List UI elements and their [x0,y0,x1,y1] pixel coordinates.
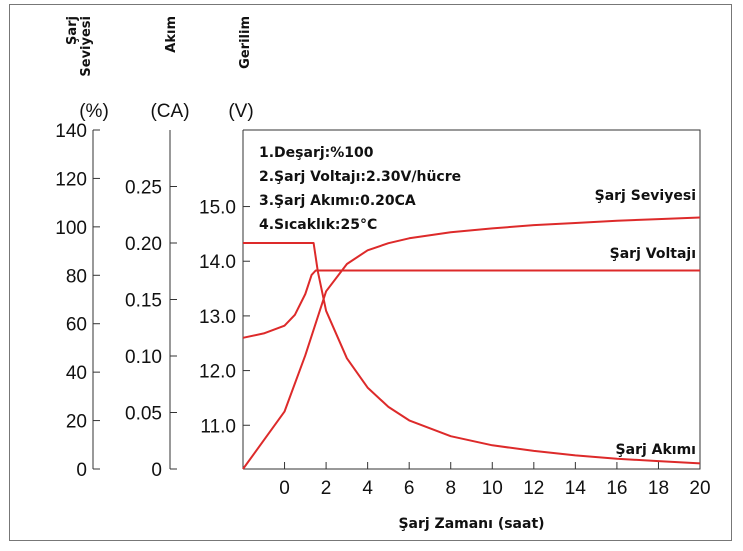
series-label: Şarj Voltajı [610,246,696,262]
current-tick-label: 0.05 [125,404,162,425]
level-tick-label: 100 [55,218,87,239]
voltage-tick-label: 12.0 [199,362,236,383]
level-tick-label: 80 [66,266,87,287]
current-axis-unit: (CA) [150,101,189,122]
level-tick-label: 140 [55,121,87,142]
x-tick-label: 10 [482,478,503,499]
x-tick-label: 20 [689,478,710,499]
level-tick-label: 40 [66,363,87,384]
voltage-axis-unit: (V) [228,101,253,122]
level-tick-label: 60 [66,315,87,336]
current-tick-label: 0.10 [125,347,162,368]
current-tick-label: 0.20 [125,234,162,255]
plot-box [243,129,701,470]
x-tick-label: 0 [279,478,290,499]
chart-frame [9,4,732,541]
voltage-tick-label: 14.0 [199,252,236,273]
condition-note: 2.Şarj Voltajı:2.30V/hücre [259,169,461,185]
level-tick-label: 120 [55,169,87,190]
series-line-1 [242,269,700,339]
series-line-0 [242,216,701,470]
current-tick-label: 0 [151,460,162,481]
level-tick-label: 0 [76,460,87,481]
x-tick-label: 12 [523,478,544,499]
x-tick-label: 16 [606,478,627,499]
series-label: Şarj Akımı [616,442,696,458]
x-tick-label: 4 [362,478,373,499]
series-line-2 [243,242,701,465]
current-axis-title: Akım [164,16,179,53]
level-tick-label: 20 [66,412,87,433]
voltage-tick-label: 13.0 [199,307,236,328]
current-tick-label: 0.15 [125,291,162,312]
condition-note: 1.Deşarj:%100 [259,145,374,161]
level-axis-title: Şarj [65,16,80,45]
series-label: Şarj Seviyesi [595,188,696,204]
level-axis-unit: (%) [79,101,109,122]
current-tick-label: 0.25 [125,178,162,199]
x-tick-label: 6 [404,478,415,499]
condition-note: 3.Şarj Akımı:0.20CA [259,193,416,209]
x-tick-label: 2 [321,478,332,499]
x-tick-label: 8 [445,478,456,499]
voltage-axis-title: Gerilim [238,16,253,69]
voltage-tick-label: 15.0 [199,198,236,219]
x-axis-title: Şarj Zamanı (saat) [398,516,544,532]
condition-note: 4.Sıcaklık:25°C [259,217,377,233]
x-tick-label: 14 [565,478,587,499]
level-axis-title: Seviyesi [79,16,94,77]
voltage-tick-label: 11.0 [200,416,236,437]
x-tick-label: 18 [648,478,669,499]
